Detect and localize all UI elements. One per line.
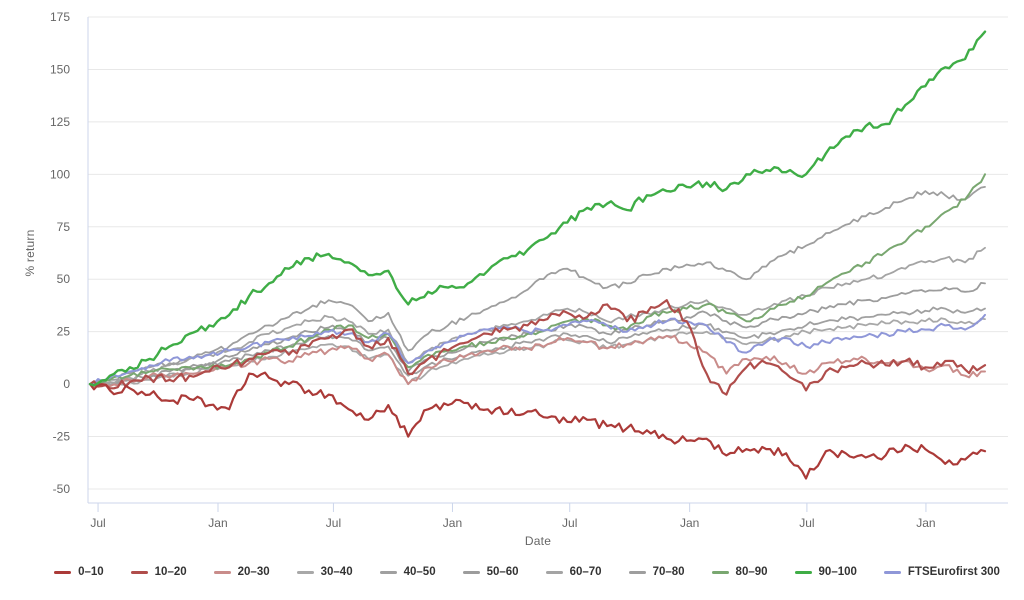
legend-label: 10–20 <box>154 566 187 578</box>
y-tick-label: -50 <box>53 482 71 496</box>
legend-item-70-80[interactable]: 70–80 <box>628 566 685 578</box>
x-tick-label: Jul <box>90 516 105 530</box>
series-line-90-100 <box>88 30 987 387</box>
legend-item-30-40[interactable]: 30–40 <box>296 566 353 578</box>
legend-swatch <box>130 570 148 574</box>
x-tick-label: Jul <box>562 516 577 530</box>
y-tick-label: 25 <box>57 325 71 339</box>
x-tick-label: Jan <box>916 516 935 530</box>
legend-swatch <box>794 570 812 574</box>
legend-swatch <box>379 570 397 574</box>
x-tick-label: Jan <box>208 516 227 530</box>
legend-label: 70–80 <box>652 566 685 578</box>
x-tick-label: Jan <box>680 516 699 530</box>
legend-item-90-100[interactable]: 90–100 <box>794 566 857 578</box>
legend: 0–10 10–20 20–30 30–40 40–50 50–60 60–70 70–80 8… <box>40 566 1014 578</box>
x-tick-label: Jul <box>326 516 341 530</box>
legend-item-80-90[interactable]: 80–90 <box>711 566 768 578</box>
y-tick-label: 50 <box>57 272 71 286</box>
y-tick-label: -25 <box>53 430 71 444</box>
series-line-0-10 <box>88 371 987 480</box>
series-line-20-30 <box>89 334 986 388</box>
y-tick-label: 150 <box>50 62 70 76</box>
legend-item-40-50[interactable]: 40–50 <box>379 566 436 578</box>
line-chart-svg: 175 150 125 100 75 50 25 0 -25 -50 Jul Jan Jul Jan Jul… <box>50 10 1008 530</box>
y-tick-label: 75 <box>57 220 71 234</box>
legend-label: 50–60 <box>486 566 519 578</box>
y-tick-label: 0 <box>63 377 70 391</box>
y-tick-label: 125 <box>50 115 70 129</box>
legend-item-0-10[interactable]: 0–10 <box>54 566 104 578</box>
x-tick-label: Jan <box>443 516 462 530</box>
series-line-60-70 <box>89 246 986 387</box>
legend-item-10-20[interactable]: 10–20 <box>130 566 187 578</box>
legend-swatch <box>54 570 72 574</box>
y-axis-title: % return <box>23 229 37 277</box>
legend-label: 0–10 <box>78 566 104 578</box>
legend-label: 80–90 <box>735 566 768 578</box>
legend-swatch <box>296 570 314 574</box>
legend-swatch <box>462 570 480 574</box>
legend-item-FTSEurofirst-300[interactable]: FTSEurofirst 300 <box>883 566 1000 578</box>
legend-label: 60–70 <box>569 566 602 578</box>
series-line-10-20 <box>88 299 987 396</box>
legend-swatch <box>711 570 729 574</box>
legend-item-20-30[interactable]: 20–30 <box>213 566 270 578</box>
x-tick-label: Jul <box>799 516 814 530</box>
legend-label: 30–40 <box>320 566 353 578</box>
legend-label: FTSEurofirst 300 <box>907 566 1000 578</box>
y-tick-label: 100 <box>50 167 70 181</box>
legend-swatch <box>213 570 231 574</box>
series-line-40-50 <box>89 306 986 386</box>
series-line-FTSEurofirst-300 <box>89 313 986 386</box>
legend-item-50-60[interactable]: 50–60 <box>462 566 519 578</box>
legend-swatch <box>883 570 901 574</box>
legend-swatch <box>545 570 563 574</box>
legend-label: 20–30 <box>237 566 270 578</box>
y-tick-label: 175 <box>50 10 70 24</box>
series-line-70-80 <box>89 185 986 387</box>
series-line-50-60 <box>89 281 986 386</box>
legend-label: 90–100 <box>818 566 857 578</box>
x-axis-title: Date <box>524 534 552 548</box>
legend-swatch <box>628 570 646 574</box>
legend-item-60-70[interactable]: 60–70 <box>545 566 602 578</box>
legend-label: 40–50 <box>403 566 436 578</box>
